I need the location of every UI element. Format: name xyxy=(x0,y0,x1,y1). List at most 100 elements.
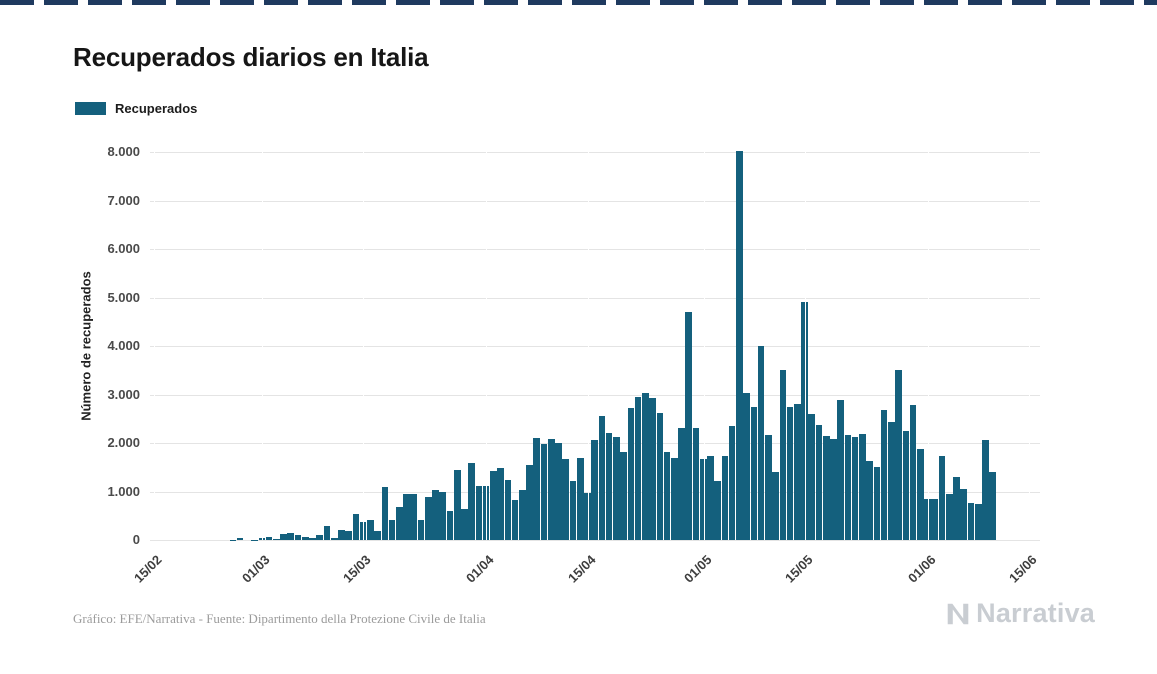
bars xyxy=(150,151,1040,540)
gridline xyxy=(150,394,1040,396)
bar-31/05 xyxy=(916,449,924,540)
bar-24/05 xyxy=(866,460,873,540)
gridline xyxy=(150,249,1040,250)
bar-14/03 xyxy=(352,514,360,540)
bar-10/04 xyxy=(547,439,555,540)
x-tick-label: 01/03 xyxy=(239,552,273,586)
bar-21/04 xyxy=(627,407,635,540)
bar-06/03 xyxy=(294,534,302,540)
bar-13/05 xyxy=(786,406,794,540)
x-tick-label: 15/03 xyxy=(340,552,375,586)
bar-02/04 xyxy=(490,470,497,540)
bar-09/03 xyxy=(316,535,324,540)
bar-18/04 xyxy=(605,433,613,540)
bar-30/04 xyxy=(692,427,700,540)
bar-11/05 xyxy=(772,472,779,540)
x-tick-label: 15/04 xyxy=(564,552,599,586)
bar-01/03 xyxy=(258,538,266,540)
x-axis-labels: 15/02 01/03 15/03 01/04 15/04 01/05 15/05 01/06… xyxy=(131,540,1040,620)
chart-title: Recuperados diarios en Italia xyxy=(73,42,429,72)
bar-17/03 xyxy=(374,530,381,540)
bar-05/04 xyxy=(511,500,519,540)
bar-04/06 xyxy=(945,493,953,540)
bar-23/04 xyxy=(642,392,649,540)
bar-09/05 xyxy=(757,345,765,540)
bar-24/03 xyxy=(424,496,432,540)
bar-06/06 xyxy=(960,488,968,540)
tick-gridline xyxy=(486,152,488,540)
bar-03/05 xyxy=(714,480,721,540)
bar-18/05 xyxy=(822,435,830,540)
bar-26/04 xyxy=(663,452,671,540)
bar-15/05 xyxy=(801,301,808,540)
bar-23/03 xyxy=(417,520,425,540)
y-axis-labels: 0 1.000 2.000 3.000 4.000 5.000 6.000 7.000 8.00… xyxy=(58,144,140,547)
bar-13/03 xyxy=(345,531,352,540)
x-tick-label: 15/05 xyxy=(781,552,816,586)
bar-01/04 xyxy=(482,485,490,540)
bar-03/03 xyxy=(273,539,280,540)
bar-19/05 xyxy=(830,439,837,540)
bar-06/04 xyxy=(519,490,526,540)
bar-04/04 xyxy=(504,479,512,540)
bar-07/06 xyxy=(967,503,975,540)
bar-14/05 xyxy=(793,403,801,540)
top-border-dashed-line xyxy=(0,0,1157,5)
bar-25/04 xyxy=(656,412,664,540)
bar-12/04 xyxy=(562,458,570,540)
gridline xyxy=(150,297,1040,299)
x-tick-label: 15/02 xyxy=(130,552,165,586)
bar-15/03 xyxy=(359,522,367,540)
y-tick-label: 7.000 xyxy=(107,192,140,208)
bar-11/04 xyxy=(555,443,562,540)
bar-26/03 xyxy=(439,491,447,540)
bar-27/04 xyxy=(670,457,678,540)
narrativa-logo: Narrativa xyxy=(945,598,1095,629)
legend-swatch xyxy=(75,102,106,115)
tick-gridline xyxy=(927,152,929,540)
bar-26/05 xyxy=(880,410,888,540)
bar-11/03 xyxy=(330,538,338,540)
gridline xyxy=(150,200,1040,202)
y-tick-label: 0 xyxy=(132,532,140,547)
bar-20/03 xyxy=(396,506,403,540)
narrativa-logo-text: Narrativa xyxy=(976,598,1095,628)
bar-08/06 xyxy=(974,503,982,540)
tick-gridline xyxy=(153,152,155,540)
bar-09/06 xyxy=(982,440,989,540)
y-tick-label: 6.000 xyxy=(107,241,140,256)
bar-05/05 xyxy=(728,425,736,540)
bar-12/03 xyxy=(338,529,345,540)
y-tick-label: 4.000 xyxy=(107,338,140,353)
bar-21/05 xyxy=(844,435,852,540)
bar-15/04 xyxy=(584,493,591,540)
bar-13/04 xyxy=(569,480,577,540)
bar-05/03 xyxy=(287,533,295,540)
x-tick-label: 01/05 xyxy=(680,552,715,586)
bar-16/04 xyxy=(591,439,598,540)
bar-28/05 xyxy=(895,370,902,540)
gridline xyxy=(150,152,1040,153)
tick-gridline xyxy=(804,152,806,540)
bar-07/05 xyxy=(743,393,750,540)
bar-03/04 xyxy=(497,468,504,540)
bar-20/05 xyxy=(837,400,845,540)
bar-16/03 xyxy=(367,519,374,540)
credit-text: Gráfico: EFE/Narrativa - Fuente: Diparti… xyxy=(73,611,486,626)
bar-07/04 xyxy=(526,464,533,540)
y-tick-label: 8.000 xyxy=(107,144,140,159)
bar-07/03 xyxy=(301,536,309,540)
bar-04/05 xyxy=(721,455,729,540)
bar-03/06 xyxy=(938,455,946,540)
bar-17/05 xyxy=(815,425,823,540)
y-tick-label: 3.000 xyxy=(107,386,140,402)
x-tick-label: 01/04 xyxy=(463,552,498,586)
bar-21/03 xyxy=(403,494,410,540)
plot-area xyxy=(150,151,1040,541)
x-tick-label: 01/06 xyxy=(904,552,939,586)
y-tick-label: 1.000 xyxy=(107,483,140,499)
bar-22/03 xyxy=(410,493,418,540)
bar-28/03 xyxy=(453,470,461,540)
bar-22/04 xyxy=(634,397,642,540)
legend-label: Recuperados xyxy=(115,101,198,116)
